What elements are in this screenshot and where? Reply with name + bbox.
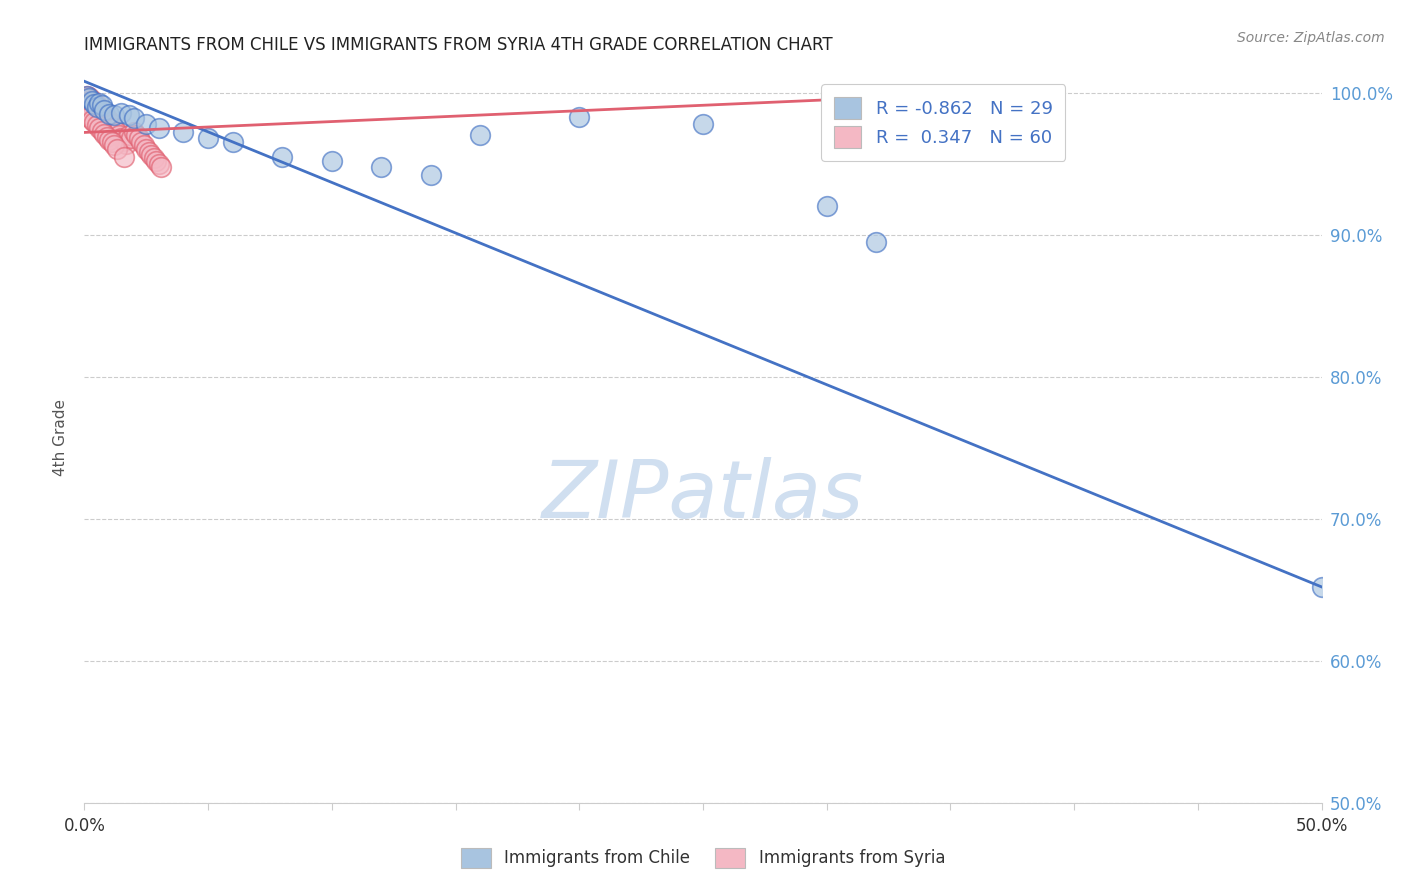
Point — [80, 93, 103, 107]
Point — [370, 160, 392, 174]
Point — [76, 91, 98, 105]
Point — [76, 103, 98, 117]
Point — [89, 121, 111, 136]
Point — [79, 90, 101, 104]
Point — [914, 88, 936, 103]
Point — [105, 143, 128, 157]
Point — [80, 94, 103, 108]
Point — [103, 108, 125, 122]
Point — [132, 138, 155, 153]
Point — [98, 114, 121, 128]
Point — [148, 156, 170, 170]
Point — [122, 112, 145, 126]
Point — [135, 117, 157, 131]
Text: IMMIGRANTS FROM CHILE VS IMMIGRANTS FROM SYRIA 4TH GRADE CORRELATION CHART: IMMIGRANTS FROM CHILE VS IMMIGRANTS FROM… — [84, 36, 832, 54]
Point — [172, 125, 194, 139]
Point — [90, 124, 112, 138]
Point — [145, 153, 167, 168]
Point — [90, 98, 112, 112]
Point — [222, 136, 245, 150]
Point — [98, 132, 121, 146]
Point — [120, 131, 142, 145]
Point — [79, 110, 101, 124]
Point — [89, 108, 111, 122]
Point — [79, 100, 101, 114]
Point — [90, 105, 112, 120]
Point — [93, 127, 115, 141]
Point — [96, 112, 118, 126]
Point — [89, 103, 111, 117]
Point — [129, 136, 152, 150]
Point — [100, 117, 122, 131]
Point — [76, 98, 98, 112]
Y-axis label: 4th Grade: 4th Grade — [53, 399, 69, 475]
Point — [110, 131, 132, 145]
Point — [125, 128, 148, 143]
Point — [105, 125, 128, 139]
Point — [118, 128, 141, 143]
Point — [76, 88, 98, 103]
Point — [79, 91, 101, 105]
Point — [197, 131, 219, 145]
Point — [865, 235, 887, 249]
Text: Source: ZipAtlas.com: Source: ZipAtlas.com — [1237, 31, 1385, 45]
Point — [115, 136, 138, 151]
Point — [148, 121, 170, 136]
Point — [138, 145, 160, 160]
Point — [76, 95, 98, 110]
Point — [135, 143, 157, 157]
Text: ZIPatlas: ZIPatlas — [541, 457, 865, 534]
Point — [1310, 580, 1333, 594]
Point — [86, 98, 108, 112]
Point — [90, 112, 112, 126]
Point — [83, 97, 105, 112]
Point — [83, 101, 105, 115]
Point — [128, 131, 150, 145]
Point — [112, 150, 135, 164]
Legend: Immigrants from Chile, Immigrants from Syria: Immigrants from Chile, Immigrants from S… — [454, 841, 952, 875]
Point — [93, 114, 115, 128]
Point — [83, 115, 105, 129]
Point — [141, 148, 163, 162]
Point — [98, 107, 121, 121]
Point — [470, 128, 492, 143]
Point — [93, 108, 115, 122]
Point — [271, 150, 294, 164]
Point — [89, 95, 111, 110]
Point — [79, 94, 101, 108]
Point — [103, 121, 125, 136]
Point — [568, 110, 591, 124]
Point — [110, 105, 132, 120]
Point — [142, 151, 165, 165]
Point — [86, 100, 108, 114]
Point — [914, 88, 936, 103]
Point — [150, 160, 173, 174]
Point — [98, 119, 121, 133]
Point — [815, 199, 838, 213]
Point — [80, 103, 103, 117]
Point — [118, 108, 141, 122]
Point — [83, 95, 105, 110]
Point — [108, 128, 131, 143]
Point — [80, 112, 103, 127]
Point — [86, 119, 108, 133]
Point — [93, 103, 115, 117]
Point — [692, 117, 714, 131]
Point — [80, 97, 103, 112]
Point — [76, 88, 98, 103]
Point — [321, 153, 343, 168]
Point — [96, 129, 118, 144]
Legend: R = -0.862   N = 29, R =  0.347   N = 60: R = -0.862 N = 29, R = 0.347 N = 60 — [821, 84, 1066, 161]
Point — [76, 107, 98, 121]
Point — [112, 134, 135, 148]
Point — [100, 136, 122, 150]
Point — [86, 104, 108, 119]
Point — [419, 168, 441, 182]
Point — [103, 138, 125, 153]
Point — [122, 125, 145, 139]
